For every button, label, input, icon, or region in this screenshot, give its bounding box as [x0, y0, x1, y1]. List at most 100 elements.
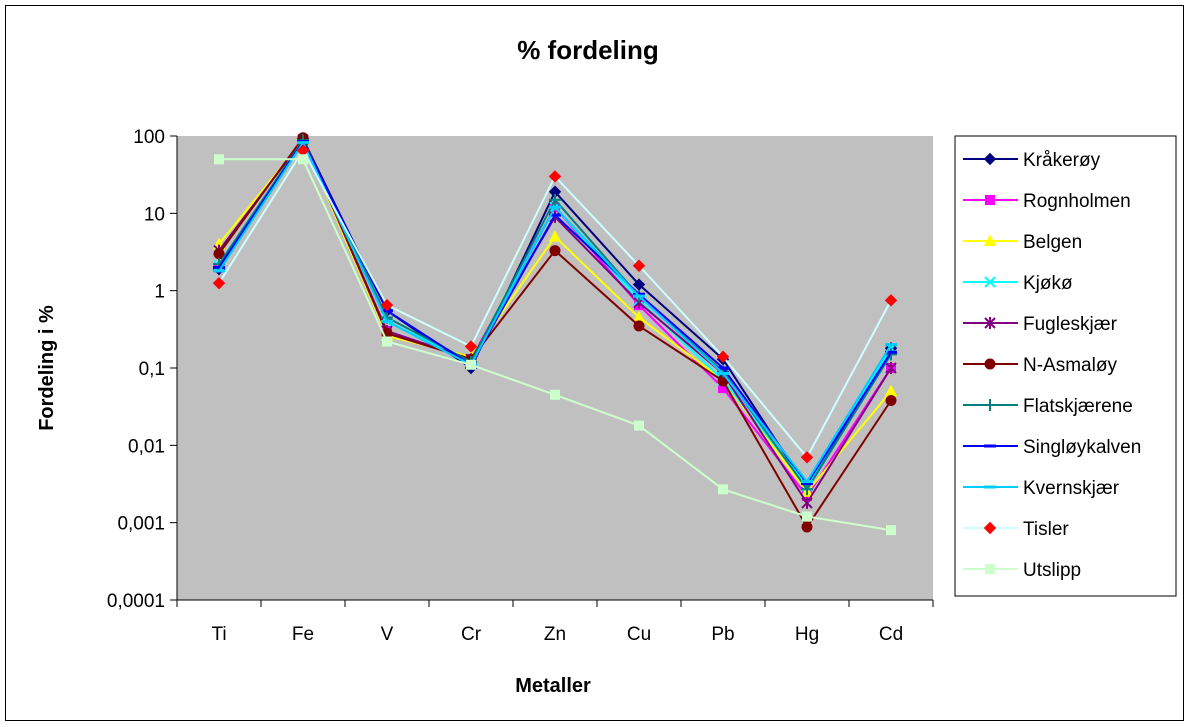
- legend-marker: [984, 399, 996, 411]
- data-point: [464, 340, 478, 353]
- legend-item: Utslipp: [963, 560, 1081, 581]
- legend-label: Tisler: [1023, 519, 1069, 540]
- data-point: [800, 451, 814, 464]
- data-point: [549, 245, 561, 257]
- legend-item: Tisler: [963, 519, 1069, 540]
- x-tick-label: Pb: [711, 624, 734, 645]
- y-tick-label: 0,01: [128, 436, 165, 457]
- y-axis-title: Fordeling i %: [36, 305, 58, 431]
- data-point: [548, 230, 562, 242]
- legend-item: Fugleskjær: [963, 314, 1118, 335]
- data-point: [716, 350, 730, 363]
- legend-marker: [984, 276, 996, 288]
- legend-item: Kråkerøy: [963, 150, 1101, 171]
- data-point: [550, 389, 560, 400]
- legend-marker: [984, 358, 996, 370]
- axes: [170, 135, 934, 607]
- data-point: [548, 170, 562, 183]
- data-point: [632, 278, 646, 291]
- y-tick-label: 0,1: [139, 359, 165, 380]
- data-point: [802, 511, 812, 522]
- data-point: [214, 154, 224, 165]
- legend: Kråkerøy Rognholmen Belgen Kjøkø Fugleskjær N…: [954, 135, 1177, 597]
- data-point: [801, 496, 813, 509]
- legend-item: Kjøkø: [963, 273, 1073, 294]
- data-point: [885, 362, 897, 374]
- data-point: [718, 484, 728, 495]
- data-point: [381, 319, 393, 323]
- data-point: [886, 525, 896, 536]
- y-tick-label: 10: [144, 204, 165, 225]
- data-point: [884, 294, 898, 307]
- legend-marker: [984, 444, 996, 448]
- y-tick-label: 0,001: [117, 514, 165, 535]
- x-tick-label: Fe: [292, 624, 314, 645]
- series-layer: [212, 132, 898, 536]
- x-axis-title: Metaller: [515, 675, 591, 697]
- x-tick-labels: Ti Fe V Cr Zn Cu Pb Hg Cd: [211, 624, 903, 645]
- data-point: [298, 154, 308, 165]
- x-tick-label: Zn: [544, 624, 566, 645]
- y-tick-labels: 100 10 1 0,1 0,01 0,001 0,0001: [107, 127, 165, 612]
- x-tick-label: Ti: [211, 624, 226, 645]
- data-point: [632, 259, 646, 272]
- legend-label: Flatskjærene: [1023, 396, 1133, 417]
- legend-item: Flatskjærene: [963, 396, 1133, 417]
- legend-label: Kråkerøy: [1023, 150, 1101, 171]
- data-point: [466, 359, 476, 370]
- data-point: [885, 350, 897, 354]
- data-point: [885, 394, 897, 406]
- data-point: [549, 213, 561, 217]
- legend-label: Kjøkø: [1023, 273, 1073, 294]
- data-point: [717, 371, 729, 375]
- legend-label: Singløykalven: [1023, 437, 1141, 458]
- data-point: [885, 343, 897, 347]
- y-tick-label: 100: [133, 127, 165, 148]
- legend-label: Fugleskjær: [1023, 314, 1118, 335]
- data-point: [213, 265, 225, 269]
- data-point: [885, 348, 897, 361]
- data-point: [212, 276, 226, 290]
- data-point: [549, 205, 561, 209]
- legend-marker: [985, 195, 995, 205]
- data-point: [801, 483, 813, 496]
- legend-item: Singløykalven: [963, 437, 1141, 458]
- legend-marker: [985, 564, 995, 574]
- series-Tisler: [212, 144, 898, 464]
- legend-marker: [984, 317, 996, 329]
- legend-item: Rognholmen: [963, 191, 1131, 212]
- legend-marker: [983, 234, 997, 246]
- x-tick-label: Cr: [461, 624, 482, 645]
- data-point: [380, 298, 394, 312]
- legend-label: N-Asmaløy: [1023, 355, 1117, 376]
- data-point: [549, 193, 561, 206]
- legend-item: N-Asmaløy: [963, 355, 1117, 376]
- y-tick-label: 0,0001: [107, 591, 165, 612]
- series-Utslipp: [214, 154, 896, 536]
- legend-item: Belgen: [963, 232, 1082, 253]
- data-point: [634, 420, 644, 431]
- data-point: [801, 480, 813, 484]
- x-tick-label: V: [381, 624, 394, 645]
- legend-item: Kvernskjær: [963, 478, 1120, 499]
- legend-label: Kvernskjær: [1023, 478, 1120, 499]
- chart-title: % fordeling: [517, 35, 659, 65]
- y-tick-label: 1: [154, 282, 165, 303]
- data-point: [213, 269, 225, 273]
- data-point: [633, 320, 645, 332]
- x-tick-label: Cd: [879, 624, 903, 645]
- data-point: [801, 482, 813, 486]
- data-point: [633, 292, 645, 296]
- legend-marker: [983, 521, 997, 535]
- data-point: [717, 366, 729, 370]
- data-point: [801, 521, 813, 533]
- x-tick-label: Cu: [627, 624, 651, 645]
- legend-label: Belgen: [1023, 232, 1082, 253]
- data-point: [297, 141, 309, 145]
- data-point: [382, 336, 392, 347]
- legend-marker: [983, 152, 997, 166]
- data-point: [633, 294, 645, 298]
- legend-marker: [984, 485, 996, 489]
- legend-label: Utslipp: [1023, 560, 1081, 581]
